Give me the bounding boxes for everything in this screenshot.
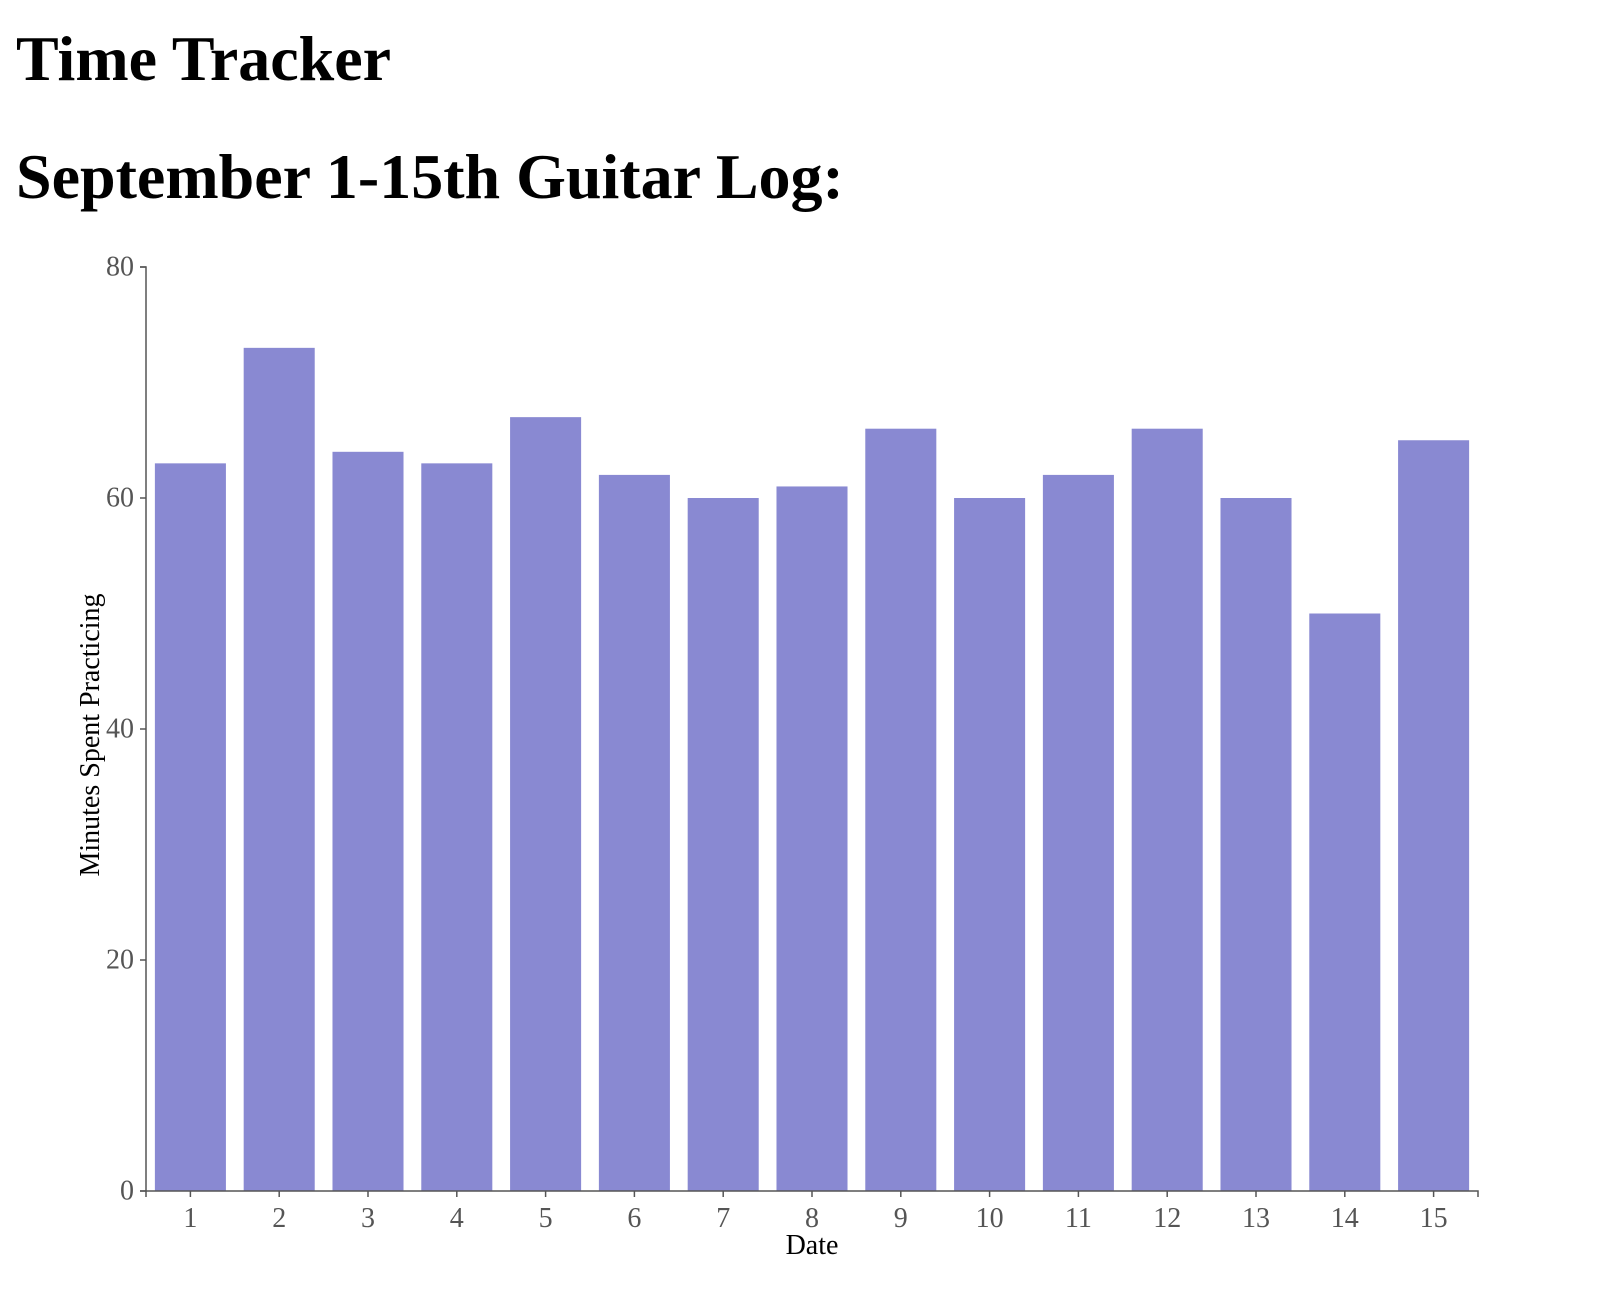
app-title: Time Tracker [16,23,392,94]
y-tick-label-20: 20 [106,945,134,976]
y-axis-label: Minutes Spent Practicing [75,593,106,876]
x-tick-label-3: 3 [361,1203,375,1234]
x-tick-label-15: 15 [1420,1203,1448,1234]
bar-6 [598,474,670,1191]
x-tick-label-11: 11 [1065,1203,1092,1234]
bar-12 [1131,428,1203,1191]
bar-14 [1309,613,1381,1191]
x-tick-label-6: 6 [627,1203,641,1234]
bar-10 [954,498,1026,1191]
x-tick-label-13: 13 [1242,1203,1270,1234]
bar-13 [1220,498,1292,1191]
y-tick-label-0: 0 [120,1176,134,1207]
bar-1 [154,463,226,1192]
x-axis: 1 2 3 4 5 6 7 8 9 10 11 12 13 14 15 [145,1190,1479,1234]
bar-4 [421,463,493,1192]
y-tick-label-60: 60 [106,483,134,514]
bar-5 [510,417,582,1191]
x-axis-label: Date [786,1230,839,1261]
bar-2 [243,347,315,1192]
x-tick-label-10: 10 [976,1203,1004,1234]
x-tick-label-8: 8 [805,1203,819,1234]
bar-3 [332,451,404,1191]
x-tick-label-1: 1 [183,1203,197,1234]
y-tick-label-80: 80 [106,252,134,283]
x-tick-label-7: 7 [716,1203,730,1234]
bar-11 [1042,474,1114,1191]
x-tick-label-4: 4 [450,1203,464,1234]
bar-8 [776,486,848,1191]
bars-layer [154,347,1470,1192]
y-axis: 0 20 40 60 80 [106,252,147,1207]
chart-title: September 1-15th Guitar Log: [16,141,844,212]
x-tick-label-5: 5 [539,1203,553,1234]
x-tick-label-12: 12 [1153,1203,1181,1234]
bar-15 [1398,440,1470,1191]
x-tick-label-2: 2 [272,1203,286,1234]
x-tick-label-9: 9 [894,1203,908,1234]
bar-9 [865,428,937,1191]
x-tick-label-14: 14 [1331,1203,1359,1234]
bar-7 [687,498,759,1191]
y-tick-label-40: 40 [106,714,134,745]
